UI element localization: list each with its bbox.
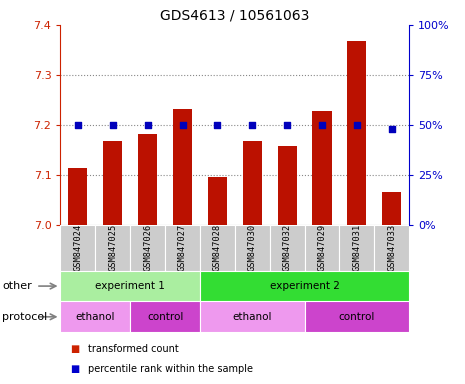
Bar — [278, 146, 297, 225]
Bar — [347, 41, 366, 225]
Text: percentile rank within the sample: percentile rank within the sample — [88, 364, 253, 374]
Bar — [235, 225, 270, 271]
Bar — [208, 177, 227, 225]
Bar — [60, 225, 95, 271]
Point — [109, 122, 116, 128]
Text: ■: ■ — [70, 344, 79, 354]
Text: experiment 1: experiment 1 — [95, 281, 165, 291]
Text: GSM847027: GSM847027 — [178, 224, 187, 271]
Bar — [95, 225, 130, 271]
Text: GSM847029: GSM847029 — [318, 224, 326, 271]
Bar — [339, 225, 374, 271]
Bar — [68, 168, 87, 225]
Bar — [200, 271, 409, 301]
Text: ■: ■ — [70, 364, 79, 374]
Bar — [305, 301, 409, 332]
Text: GSM847028: GSM847028 — [213, 224, 222, 271]
Point — [144, 122, 152, 128]
Text: GSM847030: GSM847030 — [248, 224, 257, 271]
Point — [179, 122, 186, 128]
Text: control: control — [147, 312, 183, 322]
Text: ethanol: ethanol — [76, 312, 115, 322]
Bar — [243, 141, 262, 225]
Text: control: control — [339, 312, 375, 322]
Bar — [382, 192, 401, 225]
Point — [283, 122, 291, 128]
Text: GSM847026: GSM847026 — [143, 224, 152, 271]
Text: transformed count: transformed count — [88, 344, 179, 354]
Text: experiment 2: experiment 2 — [270, 281, 339, 291]
Bar — [374, 225, 409, 271]
Bar — [200, 225, 235, 271]
Text: ethanol: ethanol — [232, 312, 272, 322]
Text: GSM847031: GSM847031 — [352, 224, 361, 271]
Text: GSM847024: GSM847024 — [73, 224, 82, 271]
Point — [214, 122, 221, 128]
Bar — [312, 111, 332, 225]
Bar — [305, 225, 339, 271]
Point — [318, 122, 325, 128]
Bar — [173, 109, 192, 225]
Text: other: other — [2, 281, 32, 291]
Text: protocol: protocol — [2, 312, 47, 322]
Point — [74, 122, 82, 128]
Bar — [103, 141, 122, 225]
Text: GSM847025: GSM847025 — [108, 224, 117, 271]
Bar — [138, 134, 157, 225]
Point — [353, 122, 361, 128]
Point — [248, 122, 256, 128]
Bar — [60, 271, 200, 301]
Text: GSM847033: GSM847033 — [387, 224, 396, 271]
Bar — [60, 301, 130, 332]
Bar — [270, 225, 305, 271]
Bar — [165, 225, 200, 271]
Point — [388, 126, 395, 132]
Text: GSM847032: GSM847032 — [283, 224, 292, 271]
Bar — [130, 301, 200, 332]
Bar — [200, 301, 305, 332]
Title: GDS4613 / 10561063: GDS4613 / 10561063 — [160, 8, 310, 22]
Bar — [130, 225, 165, 271]
